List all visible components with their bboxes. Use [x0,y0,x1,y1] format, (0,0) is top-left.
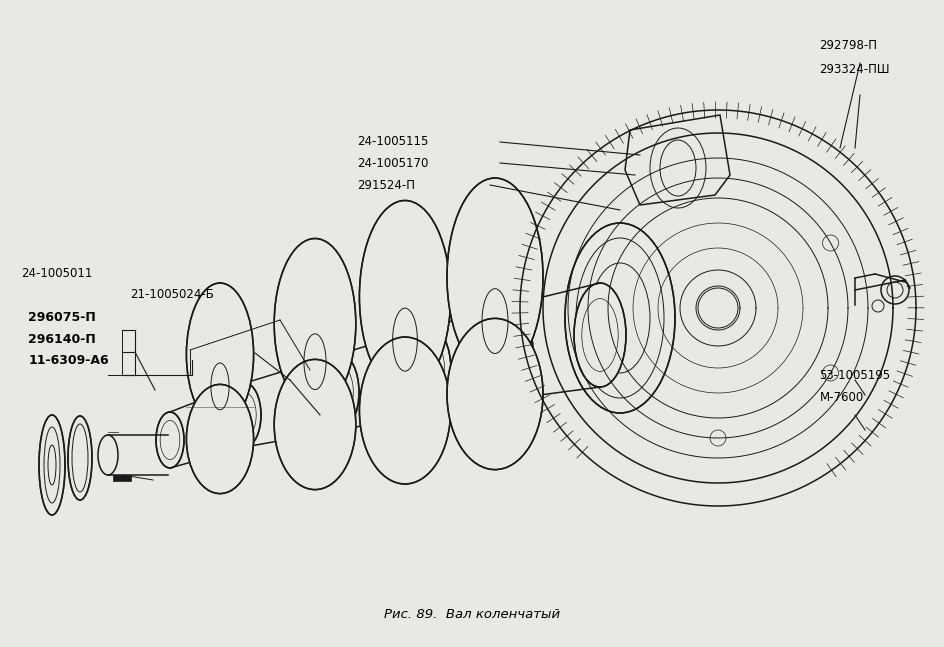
Text: 296140-П: 296140-П [28,333,96,345]
Text: 24-1005011: 24-1005011 [21,267,93,280]
Ellipse shape [274,239,356,409]
Ellipse shape [321,354,359,430]
Ellipse shape [447,318,543,470]
Ellipse shape [487,305,533,399]
Ellipse shape [186,384,254,494]
Text: Рис. 89.  Вал коленчатый: Рис. 89. Вал коленчатый [384,608,560,621]
Text: 11-6309-А6: 11-6309-А6 [28,354,109,367]
Ellipse shape [409,327,451,413]
Bar [113,475,131,481]
Ellipse shape [360,201,450,393]
Polygon shape [625,115,730,205]
Text: 24-1005115: 24-1005115 [357,135,429,148]
Text: 24-1005170: 24-1005170 [357,157,429,170]
Ellipse shape [274,359,356,490]
Ellipse shape [68,416,92,500]
Text: 292798-П: 292798-П [819,39,877,52]
Text: 291524-П: 291524-П [357,179,414,192]
Text: 21-1005024-Б: 21-1005024-Б [130,288,214,301]
Ellipse shape [229,383,261,447]
Ellipse shape [156,412,184,468]
Ellipse shape [360,337,450,484]
Text: 293324-ПШ: 293324-ПШ [819,63,890,76]
Ellipse shape [447,178,543,376]
Text: 53-1005195: 53-1005195 [819,369,890,382]
Ellipse shape [186,283,254,426]
Text: М-7600: М-7600 [819,391,864,404]
Ellipse shape [39,415,65,515]
Text: 296075-П: 296075-П [28,311,96,324]
Ellipse shape [574,283,626,387]
Ellipse shape [565,223,675,413]
